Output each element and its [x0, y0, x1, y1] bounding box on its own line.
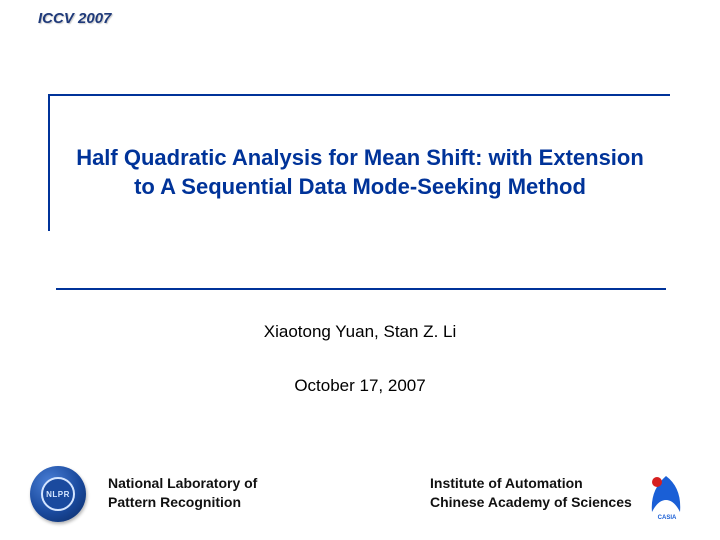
right-affil-line-2: Chinese Academy of Sciences — [430, 494, 632, 510]
left-affil-line-1: National Laboratory of — [108, 475, 257, 491]
nlpr-logo-text: NLPR — [46, 490, 70, 499]
title-box: Half Quadratic Analysis for Mean Shift: … — [48, 94, 670, 231]
authors: Xiaotong Yuan, Stan Z. Li — [0, 322, 720, 342]
nlpr-logo-icon: NLPR — [30, 466, 86, 522]
presentation-date: October 17, 2007 — [0, 376, 720, 396]
casia-logo-icon: CASIA — [644, 470, 690, 520]
slide-title: Half Quadratic Analysis for Mean Shift: … — [60, 144, 660, 201]
title-line-1: Half Quadratic Analysis for Mean Shift: … — [76, 145, 644, 170]
svg-text:CASIA: CASIA — [658, 515, 677, 520]
title-line-2: to A Sequential Data Mode-Seeking Method — [134, 174, 586, 199]
divider-line — [56, 288, 666, 290]
left-affiliation: National Laboratory of Pattern Recogniti… — [108, 474, 257, 512]
footer: NLPR National Laboratory of Pattern Reco… — [0, 462, 720, 522]
conference-label: ICCV 2007 — [38, 10, 111, 27]
left-affil-line-2: Pattern Recognition — [108, 494, 241, 510]
right-affiliation: Institute of Automation Chinese Academy … — [430, 474, 632, 512]
right-affil-line-1: Institute of Automation — [430, 475, 583, 491]
